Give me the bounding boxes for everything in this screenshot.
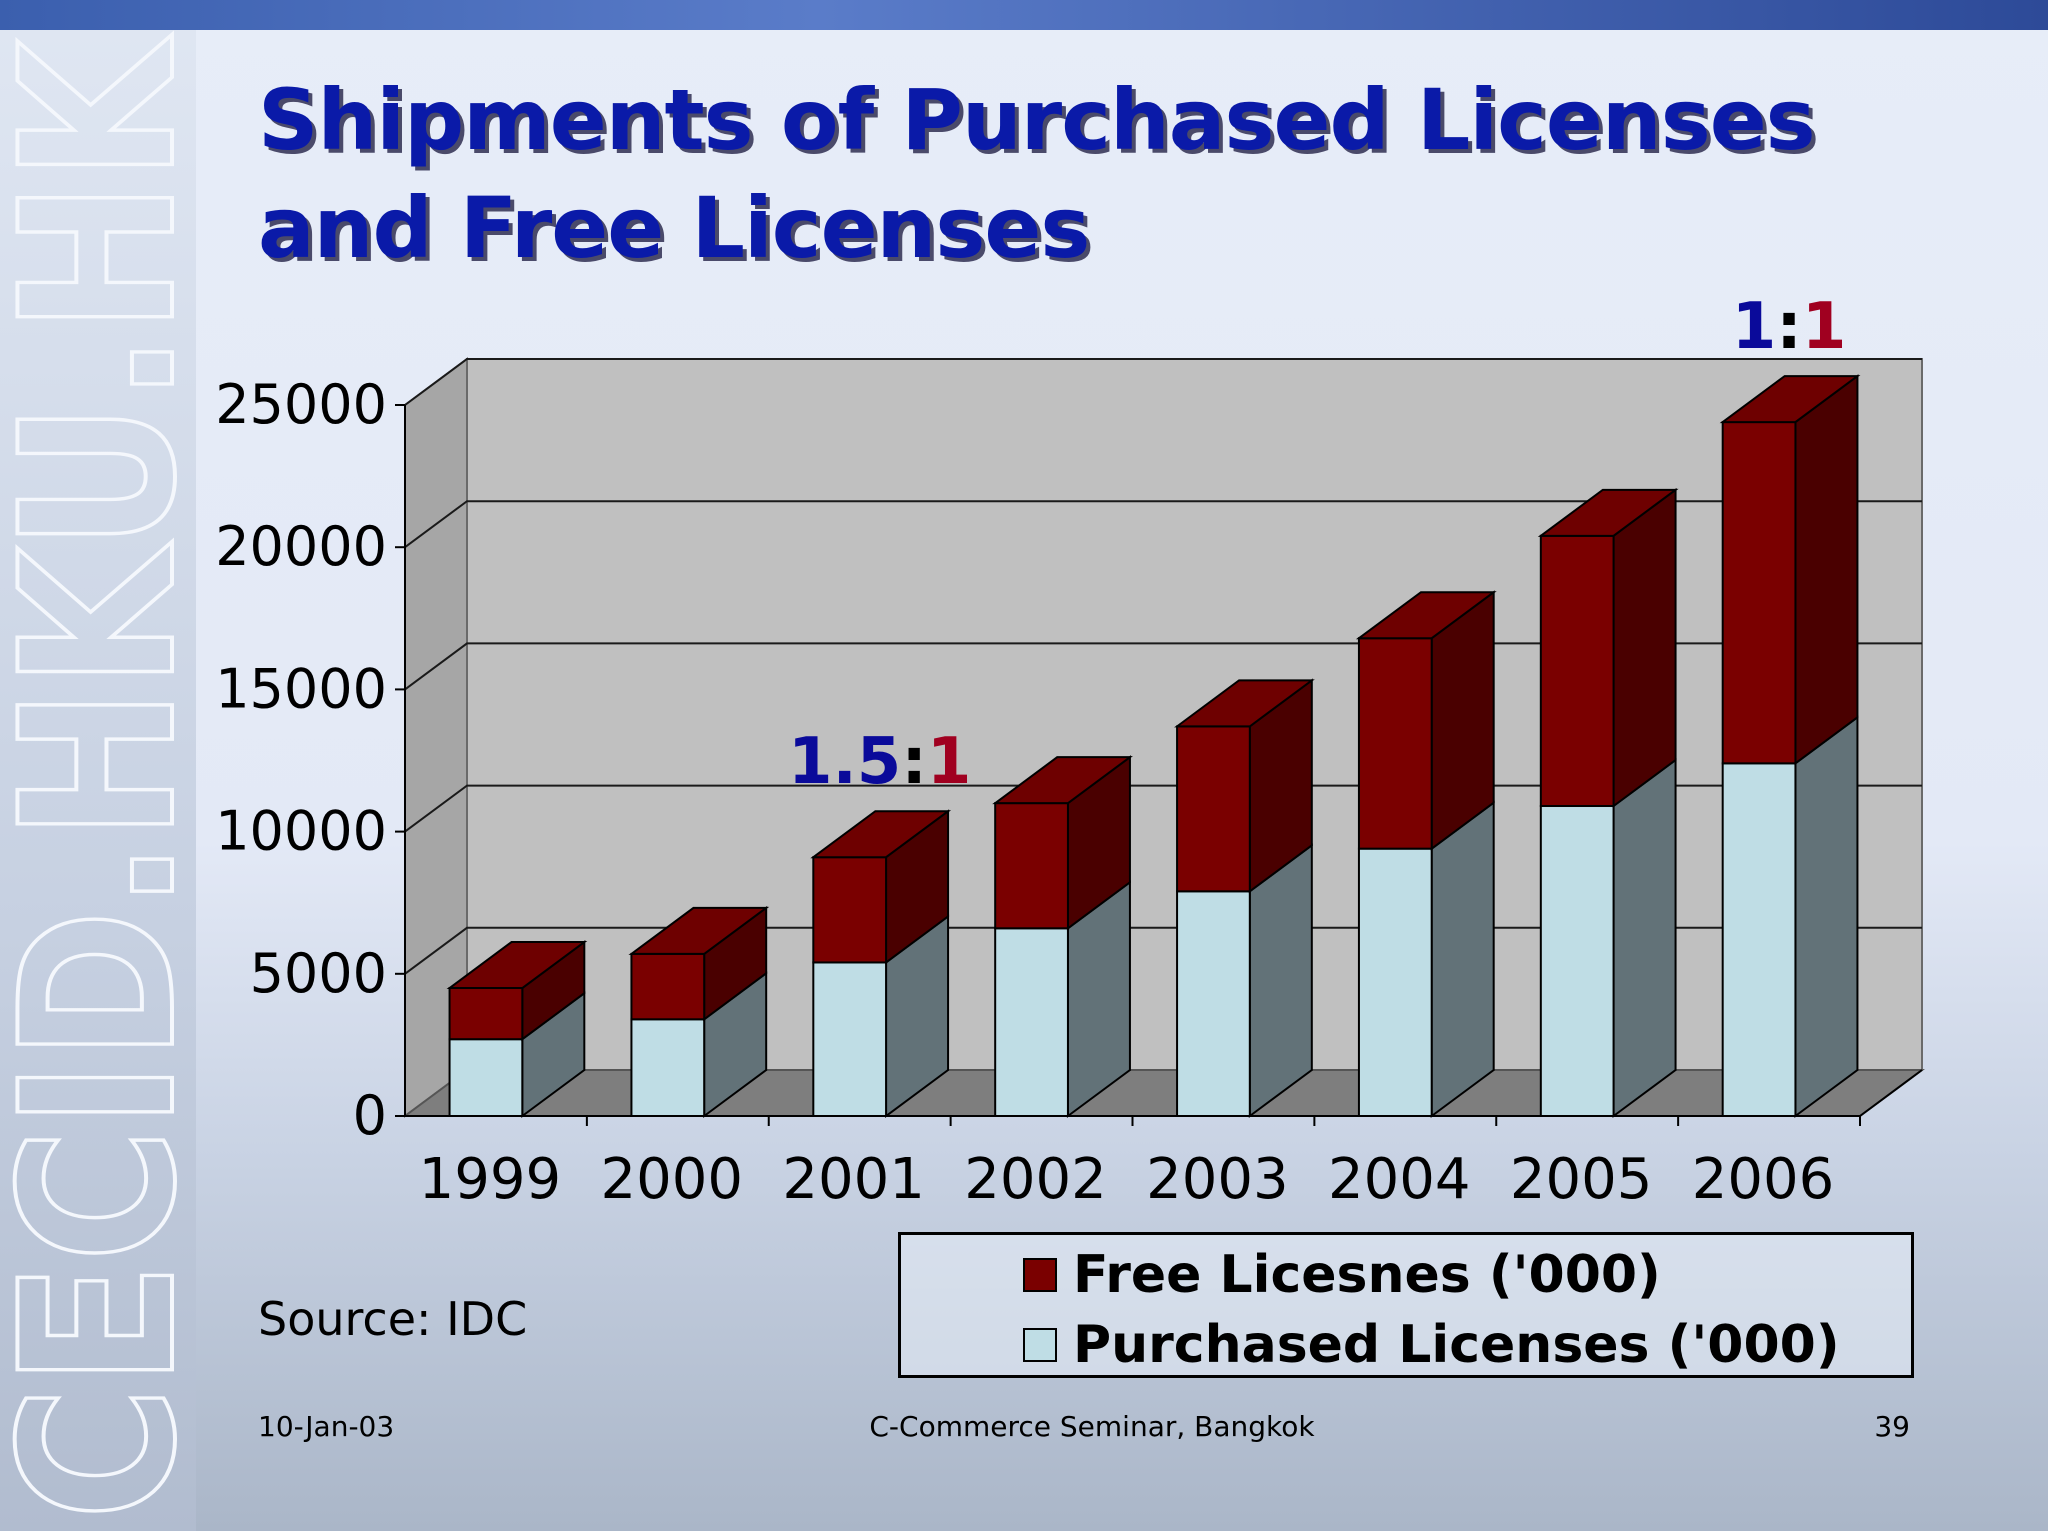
x-tick-label: 2004 [1328,1147,1471,1212]
y-tick-label: 0 [353,1084,387,1147]
bar-front [448,987,524,1041]
bar-side [1612,487,1677,808]
x-tick-label: 2006 [1692,1147,1835,1212]
floor-edge [1859,1069,1923,1117]
bar-top [446,941,588,990]
legend-label-purchased: Purchased Licenses ('000) [1073,1315,1840,1375]
y-tick-label: 15000 [215,657,387,720]
x-tick-label: 2002 [964,1147,1107,1212]
footer-page-number: 39 [1874,1410,1910,1443]
footer-center: C-Commerce Seminar, Bangkok [869,1410,1315,1443]
bar-segment [1719,374,1861,766]
bar-side [1612,758,1677,1118]
legend-item-free: Free Licesnes ('000) [1023,1245,1661,1305]
x-tick-label: 2005 [1510,1147,1653,1212]
x-tick-label: 2001 [782,1147,925,1212]
title-line-2: and Free Licenses [258,179,1090,277]
bar-segment [810,809,952,965]
slide-title: Shipments of Purchased Licenses and Free… [258,66,1858,282]
ratio-part: 1 [1802,290,1847,364]
bar-segment [628,905,770,1022]
bar-top [1719,375,1861,424]
y-tick-label: 5000 [250,942,387,1005]
bar-side [1794,715,1859,1118]
bar-segment [1174,678,1315,894]
bar-front [1721,421,1797,765]
legend-label-free: Free Licesnes ('000) [1073,1245,1661,1305]
bar-segment [812,914,950,1118]
ratio-annotation: 1:1 [1732,290,1847,364]
chart-legend: Free Licesnes ('000) Purchased Licenses … [898,1232,1914,1378]
x-tick-label: 2003 [1146,1147,1289,1212]
y-tick-label: 25000 [215,373,387,436]
bar-front [994,927,1069,1118]
bar-top [810,810,952,859]
bar-front [1357,637,1433,850]
x-tick-label: 2000 [601,1147,744,1212]
chart-bars [446,374,1861,1118]
gridline [404,500,1922,549]
ratio-part: 1 [1732,290,1777,364]
x-tick-label: 1999 [419,1147,562,1212]
bar-front [1721,762,1797,1117]
bar-segment [1355,590,1497,851]
ratio-part: 1.5 [788,725,901,799]
bar-side [1248,843,1313,1118]
bar-segment [446,940,588,1042]
bar-front [1176,725,1251,893]
bar-top [1537,488,1679,537]
bar-front [1539,534,1615,808]
ratio-part: : [901,725,927,799]
bar-segment [992,755,1133,931]
chart-labels: 0 5000 10000 15000 20000 25000 1999 2000 2001 200… [215,373,1834,1212]
bar-side [1794,374,1859,766]
bar-top [628,906,770,955]
top-banner [0,0,2048,30]
bar-front [448,1038,524,1118]
bar-front [1176,890,1251,1117]
bar-segment [1176,843,1313,1118]
bar-front [630,952,706,1021]
y-tick-label: 20000 [215,515,387,578]
bar-side [1430,800,1495,1118]
legend-swatch-free [1023,1258,1057,1292]
bar-front [812,961,888,1118]
legend-item-purchased: Purchased Licenses ('000) [1023,1315,1840,1375]
bar-front [630,1018,706,1118]
watermark-text: CECID.HKU.HK [0,34,196,1520]
ratio-annotations: 1.5:11:1 [788,290,1846,799]
bar-segment [1357,800,1495,1118]
legend-swatch-purchased [1023,1328,1057,1362]
bar-segment [994,880,1131,1118]
bar-front [1357,847,1433,1117]
ratio-annotation: 1.5:1 [788,725,972,799]
bar-top [1174,679,1315,728]
bar-front [1539,805,1615,1118]
gridline [404,358,1922,406]
bar-front [994,802,1069,930]
source-note: Source: IDC [258,1292,528,1346]
title-line-1: Shipments of Purchased Licenses [258,71,1816,169]
bar-segment [448,991,586,1118]
ratio-part: 1 [927,725,972,799]
bar-top [1355,591,1497,640]
bar-segment [1721,715,1859,1118]
y-tick-label: 10000 [215,800,387,863]
left-sidebar [0,30,196,1531]
footer-date: 10-Jan-03 [258,1410,395,1443]
bar-front [812,856,888,964]
bar-segment [1537,487,1679,808]
bar-segment [1539,758,1677,1118]
cecid-watermark-logo: CECID.HKU.HK [0,32,196,1522]
ratio-part: : [1776,290,1802,364]
bar-top [992,756,1133,805]
